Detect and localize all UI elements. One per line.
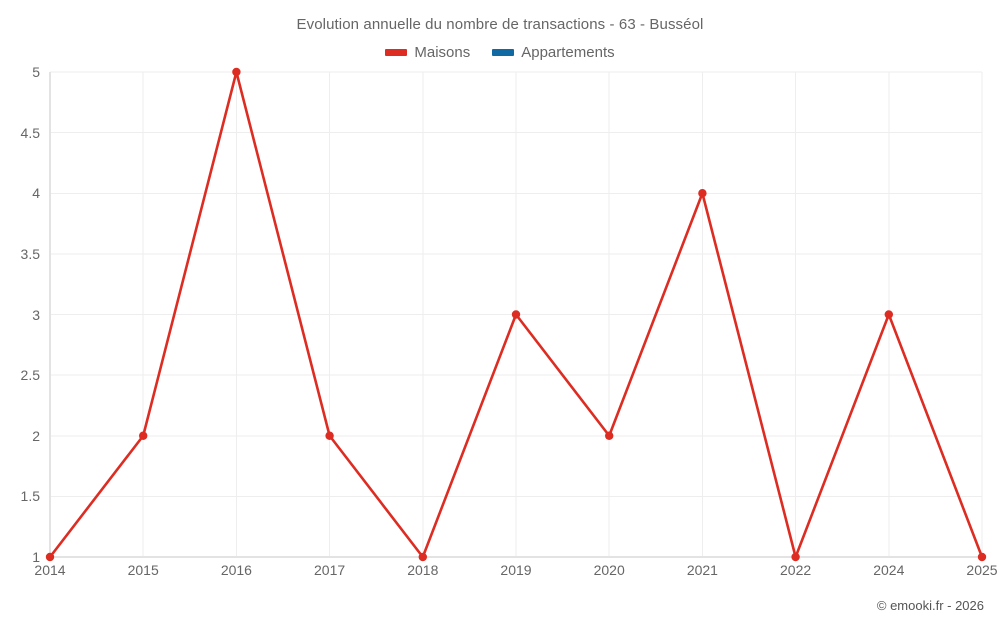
y-axis-tick-label: 5 [32,64,40,80]
x-axis-tick-label[interactable]: 2015 [127,562,159,578]
legend-item-maisons[interactable]: Maisons [385,44,470,61]
legend-label-maisons: Maisons [414,44,471,61]
y-axis-tick-label: 1 [32,549,40,565]
data-point-marker[interactable] [791,552,800,562]
y-axis-tick-label: 4.5 [20,124,40,141]
series-markers [45,67,987,562]
x-axis-tick-label[interactable]: 2014 [34,562,66,578]
y-axis-tick-label: 3 [32,306,40,323]
x-axis-tick-label[interactable]: 2019 [500,562,532,578]
y-axis-tick-label: 3.5 [20,245,40,262]
data-point-marker[interactable] [45,552,55,562]
data-point-marker[interactable] [325,431,334,440]
x-axis-tick-label[interactable]: 2024 [873,562,905,578]
x-axis-tick-label[interactable]: 2016 [220,562,252,578]
y-axis-tick-label: 2.5 [20,367,40,384]
x-axis-tick-label[interactable]: 2021 [686,562,718,578]
data-point-marker[interactable] [698,189,707,198]
data-point-marker[interactable] [977,552,987,562]
chart-footer-credit: © emooki.fr - 2026 [876,598,984,613]
data-point-marker[interactable] [605,431,614,440]
y-axis-tick-label: 2 [32,427,40,444]
axis-lines [49,72,982,558]
x-axis-tick-label[interactable]: 2025 [966,562,998,578]
legend-item-appartements[interactable]: Appartements [492,44,615,61]
x-axis-tick-label[interactable]: 2022 [780,562,812,578]
chart-title: Evolution annuelle du nombre de transact… [296,16,704,33]
data-point-marker[interactable] [418,552,427,562]
data-point-marker[interactable] [511,310,521,319]
chart-legend: Maisons Appartements [0,44,1000,61]
data-point-marker[interactable] [139,431,148,440]
x-axis-tick-label[interactable]: 2017 [314,562,346,578]
legend-swatch-appartements-icon [492,49,515,56]
legend-swatch-maisons-icon [385,49,408,56]
y-axis-tick-label: 4 [32,185,40,202]
data-point-marker[interactable] [232,67,241,77]
y-axis-tick-label: 1.5 [20,488,40,505]
legend-label-appartements: Appartements [521,44,615,61]
x-axis-tick-label[interactable]: 2018 [407,562,439,578]
x-axis-tick-label[interactable]: 2020 [593,562,625,578]
data-point-marker[interactable] [884,310,893,319]
